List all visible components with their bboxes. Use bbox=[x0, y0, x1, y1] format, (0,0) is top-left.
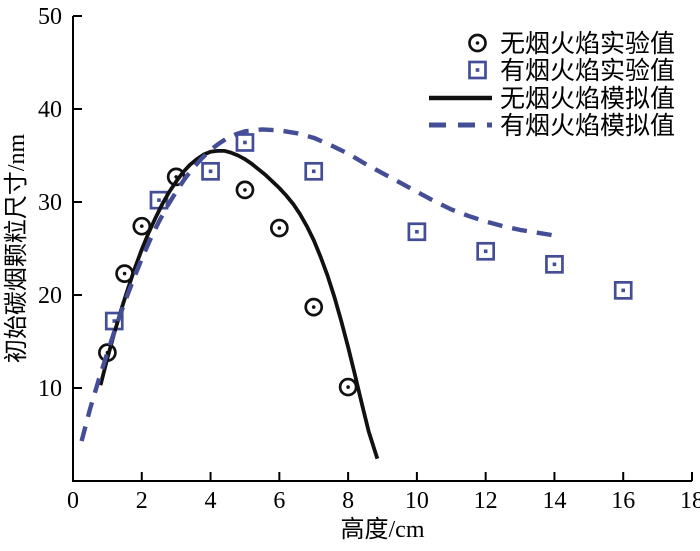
x-tick-label: 14 bbox=[542, 488, 566, 514]
legend-item-3: 有烟火焰模拟值 bbox=[429, 112, 675, 140]
circle-dot-center bbox=[346, 385, 350, 389]
simulated-smokeless-curve bbox=[98, 148, 380, 460]
square-dot-center bbox=[243, 140, 247, 145]
y-tick-label: 40 bbox=[38, 97, 62, 123]
simulated-smoky-curve bbox=[79, 127, 555, 442]
legend-item-2: 无烟火焰模拟值 bbox=[429, 85, 675, 113]
data-point bbox=[201, 161, 220, 181]
circle-dot-center bbox=[475, 41, 480, 45]
series-2 bbox=[98, 148, 380, 460]
square-dot-center bbox=[311, 169, 316, 174]
data-point bbox=[476, 241, 496, 261]
data-point bbox=[407, 222, 427, 242]
circle-dot-center bbox=[277, 226, 282, 230]
square-dot-center bbox=[483, 249, 488, 254]
x-tick-label: 8 bbox=[342, 488, 354, 514]
circle-dot-center bbox=[122, 271, 127, 276]
x-tick-label: 0 bbox=[67, 488, 79, 514]
data-point bbox=[545, 254, 564, 274]
y-tick-label: 20 bbox=[38, 283, 62, 309]
square-dot-center bbox=[157, 198, 161, 202]
data-point bbox=[235, 180, 255, 200]
y-axis-title: 初始碳烟颗粒尺寸/nm bbox=[3, 134, 30, 364]
square-dot-center bbox=[112, 319, 117, 323]
circle-dot-center bbox=[311, 305, 316, 309]
legend-item-0: 无烟火焰实验值 bbox=[468, 30, 675, 58]
x-tick-label: 10 bbox=[405, 488, 429, 514]
data-point bbox=[304, 161, 324, 181]
data-point bbox=[235, 133, 255, 152]
y-tick-label: 30 bbox=[38, 190, 62, 216]
x-tick-label: 6 bbox=[273, 488, 285, 514]
x-tick-label: 12 bbox=[474, 488, 498, 514]
legend-label: 无烟火焰实验值 bbox=[500, 30, 675, 58]
data-point bbox=[269, 218, 289, 238]
series-1 bbox=[104, 133, 633, 331]
legend-label: 无烟火焰模拟值 bbox=[500, 85, 675, 113]
square-dot-center bbox=[208, 169, 213, 174]
x-tick-label: 4 bbox=[205, 488, 217, 514]
data-point bbox=[304, 297, 324, 317]
square-dot-center bbox=[552, 262, 557, 267]
legend-item-1: 有烟火焰实验值 bbox=[468, 57, 675, 85]
x-tick-label: 18 bbox=[680, 488, 700, 514]
data-point bbox=[338, 377, 358, 397]
circle-dot-center bbox=[243, 188, 247, 192]
x-tick-label: 2 bbox=[136, 488, 148, 514]
square-dot-center bbox=[621, 288, 626, 293]
data-point bbox=[613, 281, 633, 300]
series-3 bbox=[79, 127, 555, 442]
circle-dot-center bbox=[139, 224, 144, 228]
x-axis-title: 高度/cm bbox=[341, 516, 425, 543]
y-tick-label: 50 bbox=[38, 4, 62, 30]
series-0 bbox=[98, 167, 358, 397]
legend-label: 有烟火焰模拟值 bbox=[500, 112, 675, 140]
square-dot-center bbox=[415, 229, 419, 234]
legend-label: 有烟火焰实验值 bbox=[500, 57, 675, 85]
square-dot-center bbox=[475, 68, 480, 72]
x-tick-label: 16 bbox=[611, 488, 635, 514]
y-tick-label: 10 bbox=[38, 376, 62, 402]
